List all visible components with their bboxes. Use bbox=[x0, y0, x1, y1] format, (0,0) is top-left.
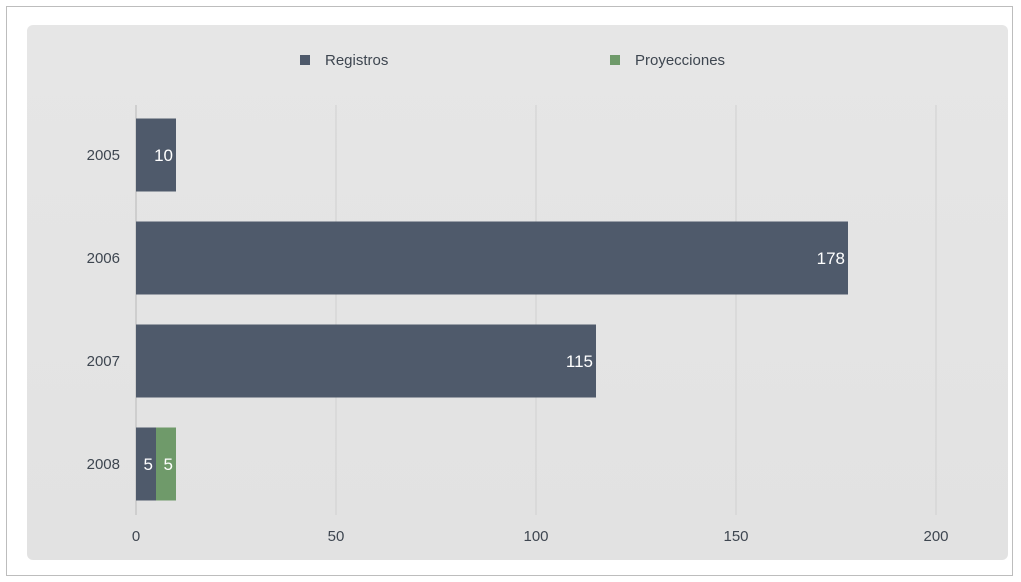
y-tick-label-2006: 2006 bbox=[87, 250, 120, 267]
bar-registros-2005 bbox=[136, 118, 176, 192]
y-tick-label-2008: 2008 bbox=[87, 456, 120, 473]
bar-registros-2006 bbox=[136, 221, 848, 295]
legend-label-registros: Registros bbox=[325, 52, 388, 69]
y-tick-label-2005: 2005 bbox=[87, 147, 120, 164]
bar-label-proyecciones-2008: 5 bbox=[164, 455, 173, 474]
x-tick-label-50: 50 bbox=[328, 528, 345, 545]
legend-label-proyecciones: Proyecciones bbox=[635, 52, 725, 69]
bar-label-registros-2008: 5 bbox=[144, 455, 153, 474]
x-tick-label-200: 200 bbox=[923, 528, 948, 545]
legend-swatch-registros bbox=[300, 55, 310, 65]
x-tick-label-0: 0 bbox=[132, 528, 140, 545]
y-tick-label-2007: 2007 bbox=[87, 353, 120, 370]
bar-label-registros-2005: 10 bbox=[154, 146, 173, 165]
x-tick-label-150: 150 bbox=[723, 528, 748, 545]
x-tick-label-100: 100 bbox=[523, 528, 548, 545]
legend-swatch-proyecciones bbox=[610, 55, 620, 65]
bar-proyecciones-2008 bbox=[156, 427, 176, 501]
bar-label-registros-2006: 178 bbox=[817, 249, 845, 268]
bar-registros-2008 bbox=[136, 427, 156, 501]
bar-registros-2007 bbox=[136, 324, 596, 398]
bar-label-registros-2007: 115 bbox=[566, 352, 593, 371]
